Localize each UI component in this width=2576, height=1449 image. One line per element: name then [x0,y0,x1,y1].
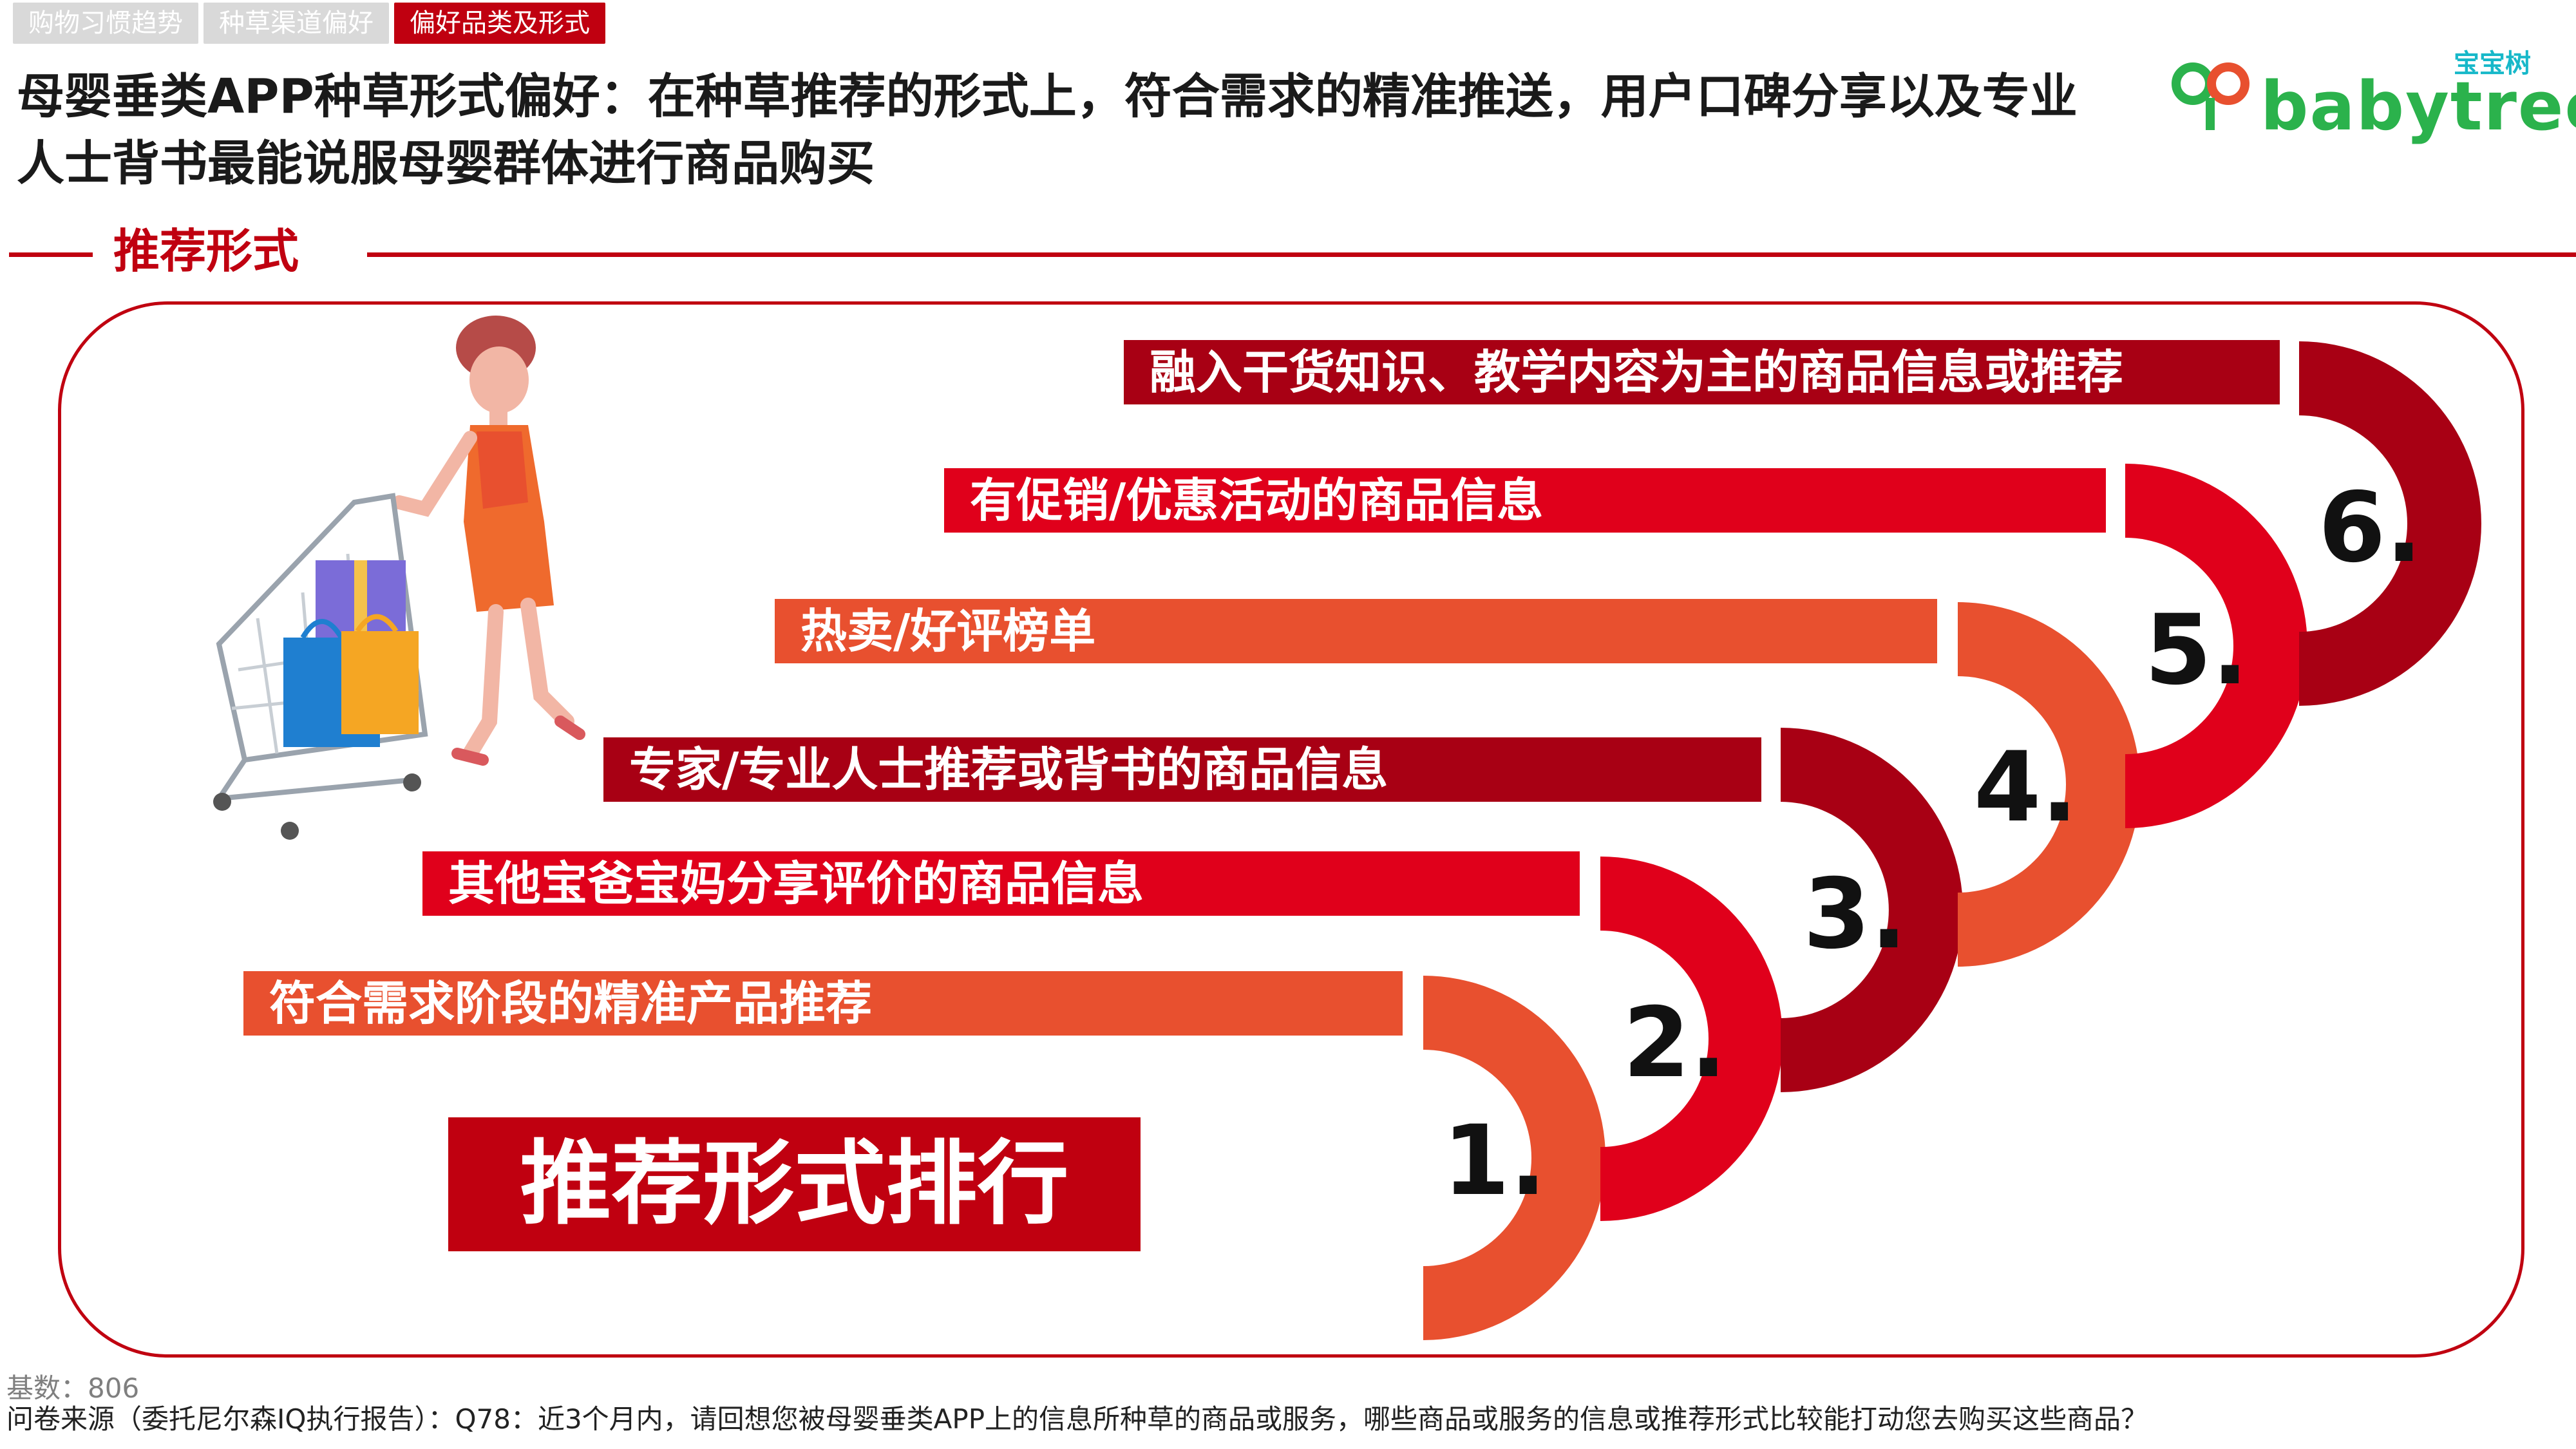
brand-name-cn: 宝宝树 [2454,49,2531,79]
rank-number-6: 6. [2318,472,2423,584]
content-frame [58,301,2524,1358]
rank-number-5: 5. [2145,594,2249,706]
arc-rank-2 [1600,857,1783,1221]
rank-bar-1: 符合需求阶段的精准产品推荐 [243,971,1403,1036]
section-divider-left [9,252,93,257]
rank-number-3: 3. [1803,858,1908,971]
arc-rank-4 [1958,602,2140,967]
tab-shopping-habits[interactable]: 购物习惯趋势 [13,3,198,44]
rank-bar-3: 专家/专业人士推荐或背书的商品信息 [603,737,1761,802]
arc-rank-1 [1423,976,1605,1340]
shopping-woman-illustration [213,316,585,840]
tree-logo-icon [2172,62,2249,130]
tab-bar: 购物习惯趋势 种草渠道偏好 偏好品类及形式 [13,3,605,44]
babytree-logo: 宝宝树 babytree [2170,39,2576,146]
section-title: 推荐形式 [113,224,299,278]
arc-rank-3 [1781,728,1963,1092]
arc-rank-5 [2125,464,2307,828]
section-divider-right [367,252,2576,257]
sample-size-note: 基数：806 [6,1372,140,1404]
arc-rank-6 [2299,341,2481,706]
rank-number-2: 2. [1623,987,1727,1099]
rank-bar-6: 融入干货知识、教学内容为主的商品信息或推荐 [1124,340,2280,404]
rank-bar-5: 有促销/优惠活动的商品信息 [944,468,2106,533]
source-note: 问卷来源（委托尼尔森IQ执行报告）：Q78：近3个月内，请回想您被母婴垂类APP… [6,1403,2148,1435]
page-title: 母婴垂类APP种草形式偏好：在种草推荐的形式上，符合需求的精准推送，用户口碑分享… [17,69,2078,191]
tab-channel-preference[interactable]: 种草渠道偏好 [204,3,389,44]
rank-bar-4: 热卖/好评榜单 [775,599,1937,663]
rank-number-4: 4. [1974,732,2078,844]
ranking-title-banner: 推荐形式排行 [448,1117,1141,1251]
brand-name-en: babytree [2260,67,2576,146]
tab-category-format[interactable]: 偏好品类及形式 [394,3,605,44]
rank-number-1: 1. [1443,1105,1547,1217]
rank-bar-2: 其他宝爸宝妈分享评价的商品信息 [422,851,1580,916]
